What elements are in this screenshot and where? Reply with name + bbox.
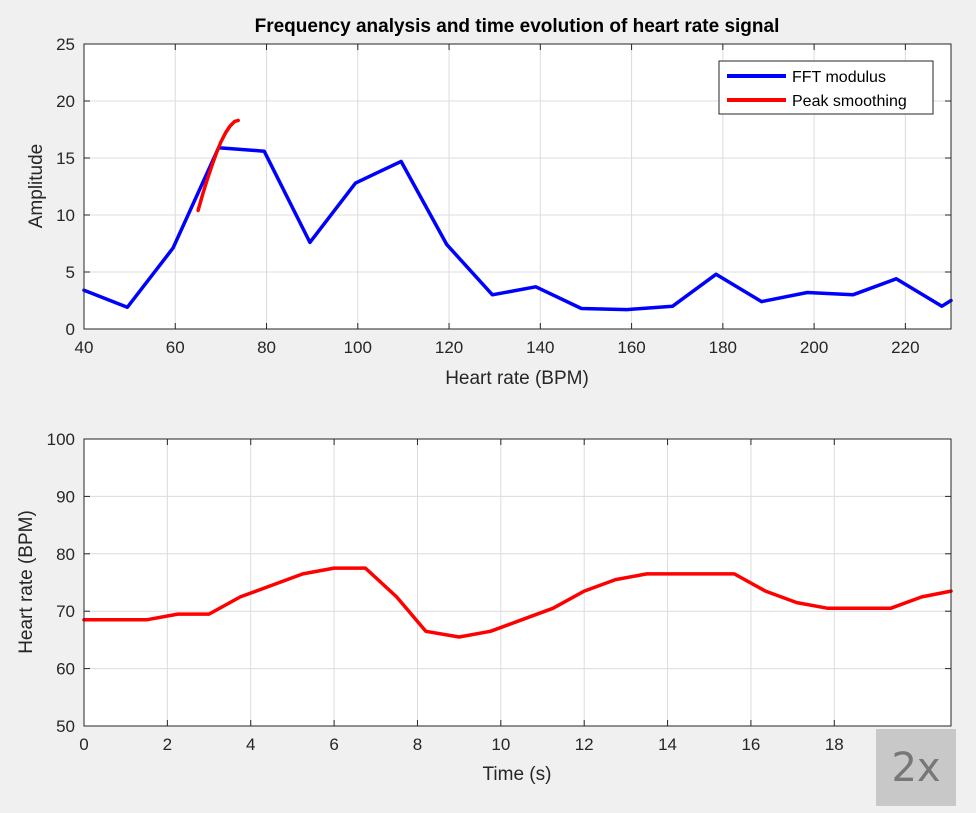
fft-xtick-label-5: 140 [526,338,554,357]
heart-rate-ytick-label-0: 50 [56,717,75,736]
heart-rate-plot: 0 2 4 6 8 10 12 14 16 18 50 60 70 80 90 100 Time (s) He… [16,430,953,785]
fft-line-fft-modulus [82,145,953,312]
heart-rate-ytick-label-4: 90 [56,487,75,506]
heart-rate-ytick-label-1: 60 [56,660,75,679]
legend-label-fft-modulus: FFT modulus [792,69,886,86]
heart-rate-ticks: 0 2 4 6 8 10 12 14 16 18 50 60 70 80 90 100 [47,430,951,754]
heart-rate-ytick-label-3: 80 [56,545,75,564]
heart-rate-xtick-label-4: 8 [413,735,422,754]
fft-ytick-label-5: 25 [56,35,75,54]
chart-title: Frequency analysis and time evolution of… [255,16,780,37]
fft-xtick-label-0: 40 [75,338,94,357]
heart-rate-xtick-label-5: 10 [491,735,510,754]
fft-xtick-label-2: 80 [257,338,276,357]
heart-rate-xtick-label-6: 12 [575,735,594,754]
fft-xtick-label-6: 160 [617,338,645,357]
legend-box [718,60,934,115]
fft-series-group [82,118,953,312]
fft-ytick-label-2: 10 [56,206,75,225]
heart-rate-xtick-label-0: 0 [79,735,88,754]
fft-plot: 40 60 80 100 120 140 160 180 200 220 0 5 10 15 20 25 Fr… [26,16,953,389]
heart-rate-xtick-label-3: 6 [329,735,338,754]
heart-rate-x-axis-label: Time (s) [483,764,552,785]
fft-xtick-label-9: 220 [891,338,919,357]
playback-speed-badge[interactable]: 2x [876,729,956,806]
legend: FFT modulus Peak smoothing [718,60,934,115]
fft-ytick-label-1: 5 [66,263,75,282]
heart-rate-ytick-label-2: 70 [56,602,75,621]
fft-ytick-label-0: 0 [66,320,75,339]
fft-xtick-label-4: 120 [435,338,463,357]
fft-line-peak-smoothing [196,118,240,213]
heart-rate-series-group [82,566,953,639]
fft-ticks: 40 60 80 100 120 140 160 180 200 220 0 5 10 15 20 25 [56,35,951,357]
fft-ytick-label-4: 20 [56,92,75,111]
heart-rate-plot-area [84,439,951,726]
legend-label-peak-smoothing: Peak smoothing [792,93,907,110]
heart-rate-ytick-label-5: 100 [47,430,75,449]
fft-plot-frame [83,43,952,330]
heart-rate-y-axis-label: Heart rate (BPM) [16,510,37,654]
heart-rate-plot-frame [83,438,952,727]
fft-xtick-label-1: 60 [166,338,185,357]
heart-rate-xtick-label-8: 16 [741,735,760,754]
heart-rate-xtick-label-7: 14 [658,735,677,754]
heart-rate-xtick-label-9: 18 [825,735,844,754]
fft-xtick-label-8: 200 [800,338,828,357]
heart-rate-line-series-0 [82,566,953,639]
fft-y-axis-label: Amplitude [26,144,47,229]
fft-xtick-label-7: 180 [709,338,737,357]
heart-rate-xtick-label-1: 2 [163,735,172,754]
heart-rate-xtick-label-2: 4 [246,735,255,754]
fft-xtick-label-3: 100 [344,338,372,357]
fft-x-axis-label: Heart rate (BPM) [445,368,589,389]
fft-ytick-label-3: 15 [56,149,75,168]
